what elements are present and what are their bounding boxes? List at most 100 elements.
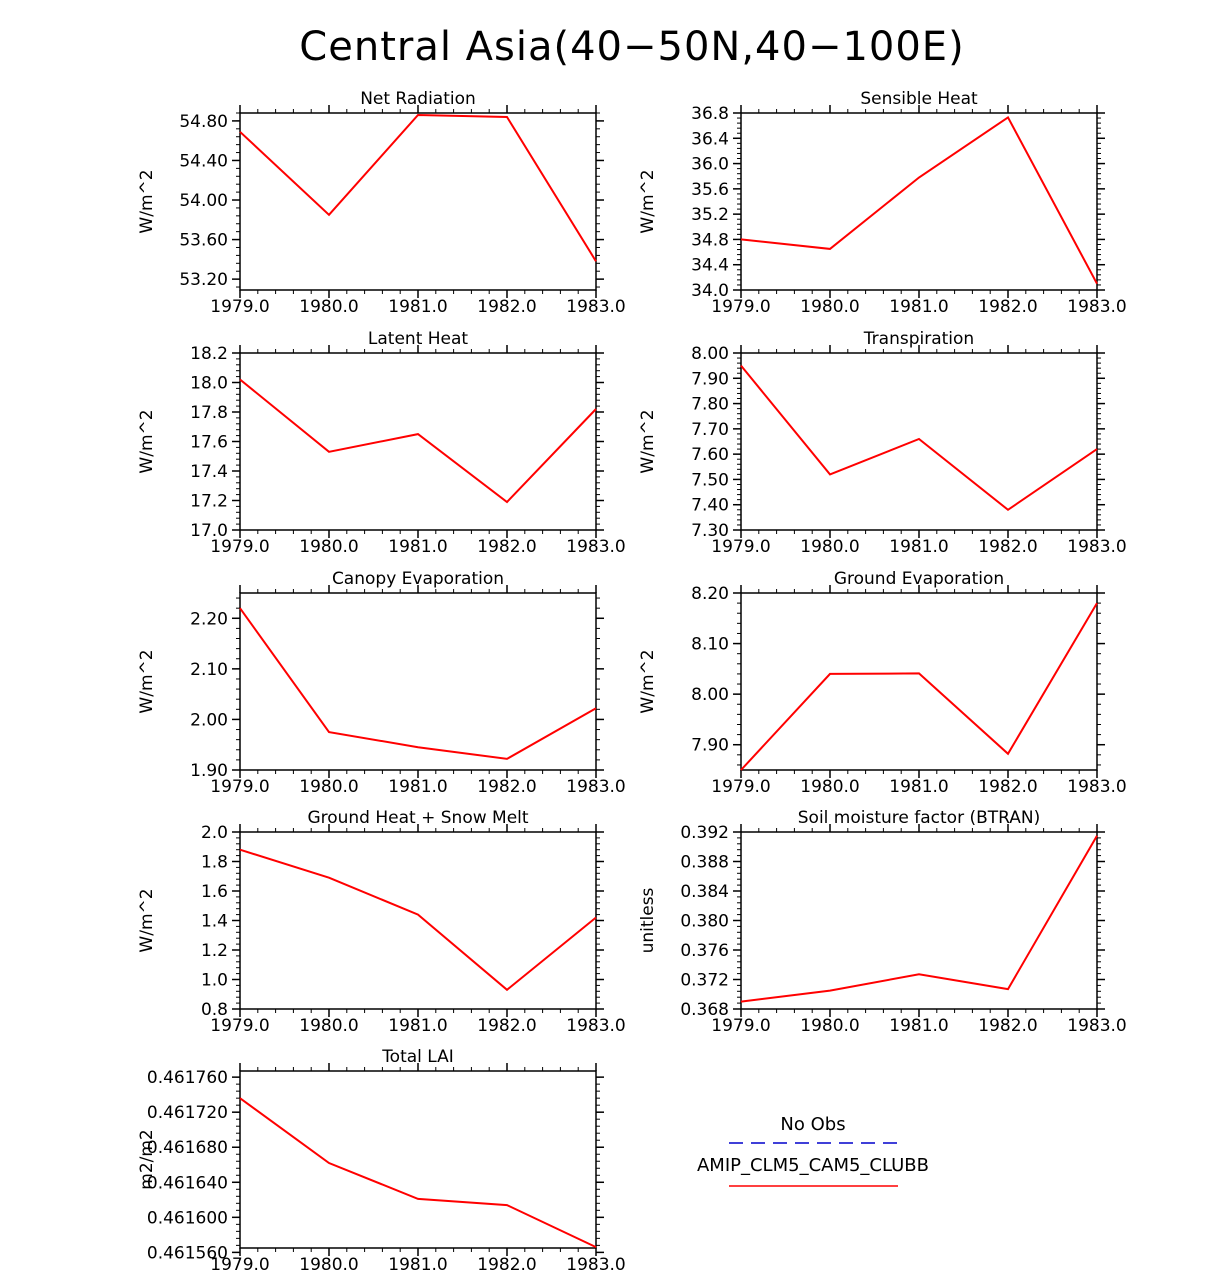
- y-axis-label: m2/m2: [137, 1129, 157, 1189]
- x-tick-label: 1983.0: [1067, 297, 1126, 317]
- panel-title: Soil moisture factor (BTRAN): [798, 808, 1041, 828]
- panel-ground-heat-snow-melt: Ground Heat + Snow Melt W/m^2 1979.0 1980.0…: [137, 808, 626, 1036]
- y-tick-label: 36.0: [691, 155, 729, 175]
- x-tick-label: 1980.0: [299, 537, 358, 557]
- x-tick-label: 1983.0: [566, 1255, 625, 1275]
- x-tick-label: 1980.0: [800, 777, 859, 797]
- y-tick-label: 35.2: [691, 205, 729, 225]
- series-line-amip-clm5-cam5-clubb: [239, 848, 597, 992]
- legend-obs-label: No Obs: [780, 1114, 845, 1135]
- y-tick-label: 0.461680: [147, 1138, 228, 1158]
- plot-frame: [740, 592, 1098, 771]
- y-tick-label: 0.380: [680, 912, 729, 932]
- y-tick-label: 36.8: [691, 104, 729, 124]
- x-tick-label: 1983.0: [1067, 777, 1126, 797]
- x-tick-label: 1979.0: [210, 1255, 269, 1275]
- series-line-amip-clm5-cam5-clubb: [239, 607, 597, 760]
- x-tick-label: 1981.0: [388, 777, 447, 797]
- y-tick-label: 0.372: [680, 971, 729, 991]
- panel-grid: Net Radiation W/m^2 1979.0 1980.0 1981.0 1982…: [137, 89, 1127, 1275]
- x-tick-label: 1981.0: [388, 1016, 447, 1036]
- x-tick-label: 1981.0: [889, 777, 948, 797]
- y-tick-label: 8.00: [691, 344, 729, 364]
- y-tick-label: 7.70: [691, 420, 729, 440]
- y-tick-label: 53.20: [179, 270, 228, 290]
- x-tick-label: 1980.0: [299, 777, 358, 797]
- panel-title: Sensible Heat: [860, 89, 978, 109]
- panel-title: Transpiration: [863, 329, 974, 349]
- series-line-amip-clm5-cam5-clubb: [740, 115, 1098, 285]
- y-tick-label: 0.376: [680, 941, 729, 961]
- y-tick-label: 18.2: [190, 344, 228, 364]
- y-tick-label: 8.00: [691, 685, 729, 705]
- y-tick-label: 0.461720: [147, 1103, 228, 1123]
- x-tick-label: 1979.0: [210, 1016, 269, 1036]
- plot-frame: [740, 352, 1098, 531]
- y-axis-label: W/m^2: [137, 409, 157, 473]
- y-tick-label: 2.00: [190, 710, 228, 730]
- y-tick-label: 17.6: [190, 433, 228, 453]
- x-tick-label: 1981.0: [388, 1255, 447, 1275]
- plot-frame: [740, 831, 1098, 1010]
- y-tick-label: 53.60: [179, 231, 228, 251]
- y-tick-label: 8.20: [691, 584, 729, 604]
- y-axis-label: W/m^2: [137, 649, 157, 713]
- series-line-amip-clm5-cam5-clubb: [740, 835, 1098, 1003]
- x-tick-label: 1980.0: [800, 297, 859, 317]
- legend-model-label: AMIP_CLM5_CAM5_CLUBB: [697, 1155, 929, 1176]
- y-tick-label: 1.2: [201, 941, 228, 961]
- y-tick-label: 0.8: [201, 1000, 228, 1020]
- y-tick-label: 0.368: [680, 1000, 729, 1020]
- plot-frame: [239, 352, 597, 531]
- x-tick-label: 1983.0: [566, 1016, 625, 1036]
- y-tick-label: 7.50: [691, 470, 729, 490]
- x-tick-label: 1982.0: [978, 297, 1037, 317]
- x-tick-label: 1982.0: [978, 537, 1037, 557]
- y-tick-label: 7.30: [691, 521, 729, 541]
- y-tick-label: 35.6: [691, 180, 729, 200]
- x-tick-label: 1980.0: [800, 537, 859, 557]
- y-tick-label: 0.392: [680, 823, 729, 843]
- y-tick-label: 1.0: [201, 971, 228, 991]
- x-tick-label: 1982.0: [477, 1255, 536, 1275]
- y-tick-label: 17.4: [190, 462, 228, 482]
- y-tick-label: 7.90: [691, 736, 729, 756]
- x-tick-label: 1982.0: [978, 777, 1037, 797]
- x-tick-label: 1980.0: [299, 297, 358, 317]
- x-tick-label: 1982.0: [978, 1016, 1037, 1036]
- x-tick-label: 1982.0: [477, 537, 536, 557]
- y-tick-label: 2.20: [190, 609, 228, 629]
- y-tick-label: 1.6: [201, 882, 228, 902]
- panel-total-lai: Total LAI m2/m2 1979.0 1980.0 1981.0 1982.0 19…: [137, 1047, 626, 1275]
- x-tick-label: 1979.0: [210, 297, 269, 317]
- x-tick-label: 1981.0: [889, 537, 948, 557]
- y-tick-label: 1.90: [190, 761, 228, 781]
- y-tick-label: 0.384: [680, 882, 729, 902]
- x-tick-label: 1982.0: [477, 777, 536, 797]
- panel-canopy-evaporation: Canopy Evaporation W/m^2 1979.0 1980.0 1981.…: [137, 569, 626, 797]
- y-tick-label: 1.8: [201, 853, 228, 873]
- y-tick-label: 34.4: [691, 256, 729, 276]
- y-tick-label: 54.80: [179, 112, 228, 132]
- series-line-amip-clm5-cam5-clubb: [239, 113, 597, 262]
- y-axis-label: W/m^2: [137, 888, 157, 952]
- y-tick-label: 0.388: [680, 853, 729, 873]
- x-tick-label: 1979.0: [210, 777, 269, 797]
- y-tick-label: 7.80: [691, 395, 729, 415]
- y-tick-label: 7.40: [691, 496, 729, 516]
- x-tick-label: 1981.0: [388, 537, 447, 557]
- x-tick-label: 1980.0: [299, 1016, 358, 1036]
- y-tick-label: 36.4: [691, 129, 729, 149]
- y-tick-label: 0.461560: [147, 1243, 228, 1263]
- plot-frame: [740, 112, 1098, 291]
- panel-title: Total LAI: [381, 1047, 454, 1067]
- x-tick-label: 1979.0: [711, 537, 770, 557]
- x-tick-label: 1983.0: [566, 777, 625, 797]
- y-tick-label: 0.461760: [147, 1068, 228, 1088]
- x-tick-label: 1980.0: [800, 1016, 859, 1036]
- series-line-amip-clm5-cam5-clubb: [239, 378, 597, 504]
- x-tick-label: 1979.0: [210, 537, 269, 557]
- y-axis-label: unitless: [638, 887, 658, 953]
- x-tick-label: 1982.0: [477, 1016, 536, 1036]
- y-tick-label: 0.461640: [147, 1173, 228, 1193]
